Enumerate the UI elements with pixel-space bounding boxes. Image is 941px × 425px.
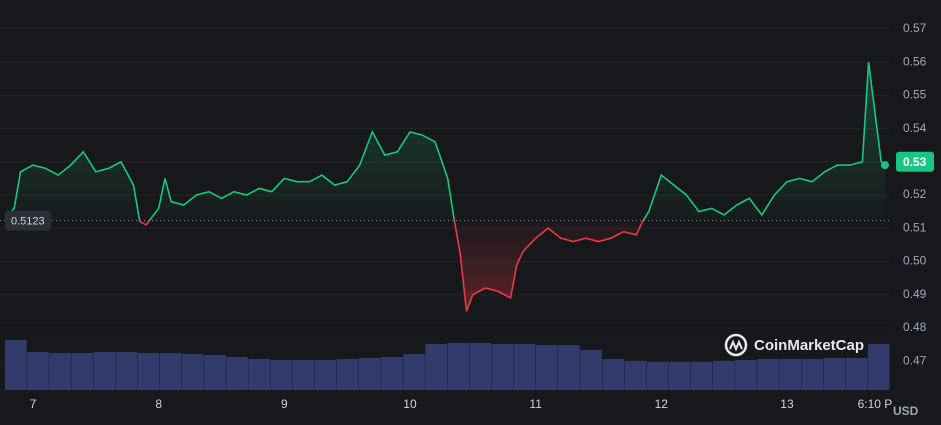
- y-tick-label: 0.47: [903, 353, 927, 367]
- x-tick-label: 8: [155, 397, 162, 411]
- volume-bar: [226, 357, 248, 390]
- volume-bar: [403, 354, 425, 390]
- volume-bar: [602, 359, 624, 390]
- y-tick-label: 0.54: [903, 121, 927, 135]
- volume-bar: [182, 354, 204, 390]
- volume-bar: [270, 360, 293, 390]
- y-tick-label: 0.51: [903, 220, 927, 234]
- baseline-label: 0.5123: [11, 216, 45, 228]
- y-tick-label: 0.48: [903, 320, 927, 334]
- volume-bar: [580, 350, 602, 390]
- volume-bar: [49, 353, 71, 390]
- volume-bar: [713, 361, 735, 390]
- x-tick-label: 6:10 P: [858, 397, 893, 411]
- x-tick-label: 13: [780, 397, 794, 411]
- volume-bar: [204, 355, 226, 390]
- volume-bar: [292, 360, 315, 390]
- volume-bar: [823, 358, 846, 390]
- volume-bar: [425, 344, 447, 390]
- volume-bar: [314, 360, 337, 390]
- volume-bar: [536, 345, 558, 390]
- volume-bar: [646, 362, 669, 390]
- price-line: [7, 62, 886, 312]
- logo: [724, 333, 748, 357]
- volume-bar: [381, 357, 403, 390]
- volume-bar: [27, 352, 49, 390]
- y-tick-label: 0.52: [903, 187, 927, 201]
- price-area: [7, 62, 886, 312]
- volume-bar: [558, 345, 580, 390]
- volume-bar: [159, 353, 182, 390]
- x-tick-label: 9: [281, 397, 288, 411]
- y-tick-label: 0.56: [903, 54, 927, 68]
- volume-bar: [668, 362, 691, 390]
- volume-bar: [845, 358, 868, 390]
- watermark-text: CoinMarketCap: [754, 337, 864, 354]
- volume-bar: [779, 359, 801, 390]
- logo-mark: [729, 339, 743, 352]
- volume-bar: [491, 344, 514, 390]
- baseline-label-bg: [5, 210, 51, 231]
- volume-bar: [867, 344, 890, 390]
- last-point: [880, 161, 889, 170]
- volume-bar: [801, 359, 824, 390]
- y-tick-label: 0.50: [903, 254, 927, 268]
- volume-bar: [359, 358, 381, 390]
- volume-bar: [248, 359, 270, 390]
- volume-bar: [93, 352, 116, 390]
- watermark: CoinMarketCap: [724, 333, 864, 357]
- volume-bar: [5, 340, 27, 390]
- current-label-bg: [896, 151, 934, 172]
- volume-bar: [115, 352, 138, 390]
- volume-bar: [735, 360, 757, 390]
- volume-bar: [137, 353, 160, 390]
- currency-label: USD: [893, 404, 919, 418]
- volume-bar: [624, 361, 647, 390]
- volume-bar: [71, 353, 93, 390]
- x-tick-label: 11: [529, 397, 542, 411]
- volume-bar: [513, 344, 536, 390]
- volume-bar: [469, 343, 492, 390]
- y-tick-label: 0.57: [903, 21, 927, 35]
- x-tick-label: 10: [403, 397, 417, 411]
- volume-bar: [447, 343, 470, 390]
- volume-bar: [690, 362, 713, 390]
- x-tick-label: 7: [30, 397, 37, 411]
- y-tick-label: 0.49: [903, 287, 927, 301]
- current-label: 0.53: [903, 155, 927, 169]
- x-tick-label: 12: [655, 397, 669, 411]
- y-tick-label: 0.55: [903, 88, 927, 102]
- volume-bar: [757, 359, 779, 390]
- volume-bar: [336, 359, 359, 390]
